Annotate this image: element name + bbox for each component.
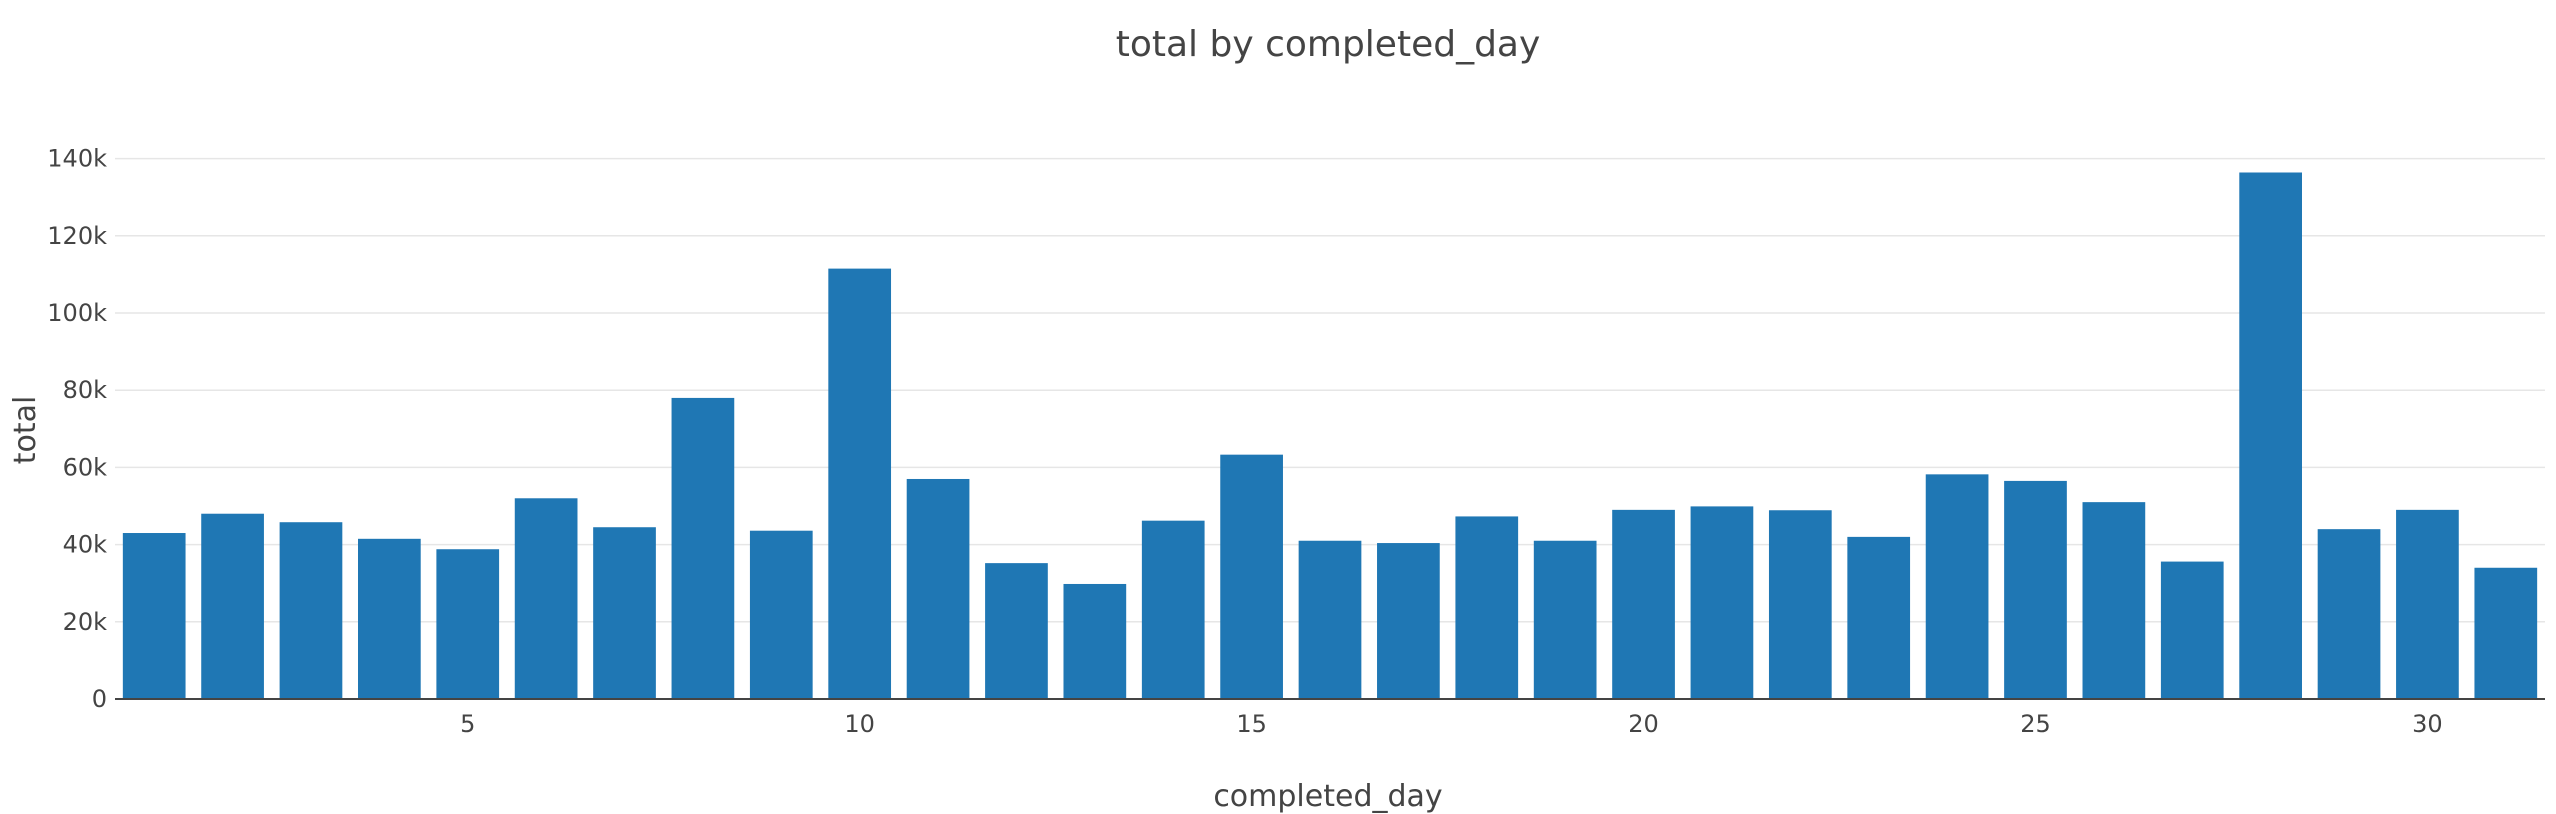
y-tick-label: 40k <box>63 531 108 559</box>
x-tick-label: 10 <box>844 710 875 738</box>
x-tick-label: 5 <box>460 710 475 738</box>
x-axis-title: completed_day <box>1213 779 1442 814</box>
y-axis-title: total <box>8 396 43 465</box>
bar[interactable] <box>2160 561 2224 699</box>
bar[interactable] <box>201 513 264 699</box>
bar[interactable] <box>671 397 735 699</box>
y-tick-label: 140k <box>47 145 107 173</box>
y-tick-label: 120k <box>47 222 107 250</box>
bar[interactable] <box>1063 583 1127 699</box>
bar[interactable] <box>1141 520 1205 699</box>
bar[interactable] <box>358 538 421 699</box>
bar[interactable] <box>1533 540 1597 699</box>
x-tick-label: 15 <box>1236 710 1267 738</box>
bar[interactable] <box>2317 529 2381 699</box>
y-tick-label: 60k <box>63 453 108 481</box>
bar[interactable] <box>122 533 186 699</box>
bar[interactable] <box>1612 509 1675 699</box>
y-tick-label: 20k <box>63 608 108 636</box>
y-tick-label: 0 <box>92 685 107 713</box>
bar[interactable] <box>514 498 578 699</box>
bar[interactable] <box>1377 543 1440 699</box>
bar[interactable] <box>279 522 343 699</box>
x-tick-label: 20 <box>1628 710 1659 738</box>
bar[interactable] <box>1690 506 1754 699</box>
bar[interactable] <box>906 478 970 699</box>
bar[interactable] <box>1298 540 1362 699</box>
y-tick-labels: 0 20k 40k 60k 80k 100k 120k 140k <box>47 145 107 713</box>
bar[interactable] <box>1925 474 1989 699</box>
bar[interactable] <box>436 549 500 699</box>
bar[interactable] <box>593 527 656 699</box>
bar[interactable] <box>1847 536 1911 699</box>
chart-title: total by completed_day <box>1116 24 1541 65</box>
bar[interactable] <box>749 530 813 699</box>
bars <box>122 172 2538 700</box>
bar[interactable] <box>1768 510 1832 699</box>
x-tick-labels: 5 10 15 20 25 30 <box>460 710 2443 738</box>
bar[interactable] <box>985 563 1048 699</box>
bar[interactable] <box>1455 516 1519 699</box>
bar[interactable] <box>2396 509 2459 699</box>
bar[interactable] <box>2082 502 2146 699</box>
bar[interactable] <box>828 268 892 699</box>
bar[interactable] <box>2474 567 2538 699</box>
x-tick-label: 30 <box>2412 710 2443 738</box>
bar[interactable] <box>1220 454 1283 699</box>
bar[interactable] <box>2239 172 2302 700</box>
y-tick-label: 80k <box>63 376 108 404</box>
y-tick-label: 100k <box>47 299 107 327</box>
x-tick-label: 25 <box>2020 710 2051 738</box>
bar[interactable] <box>2004 480 2067 699</box>
